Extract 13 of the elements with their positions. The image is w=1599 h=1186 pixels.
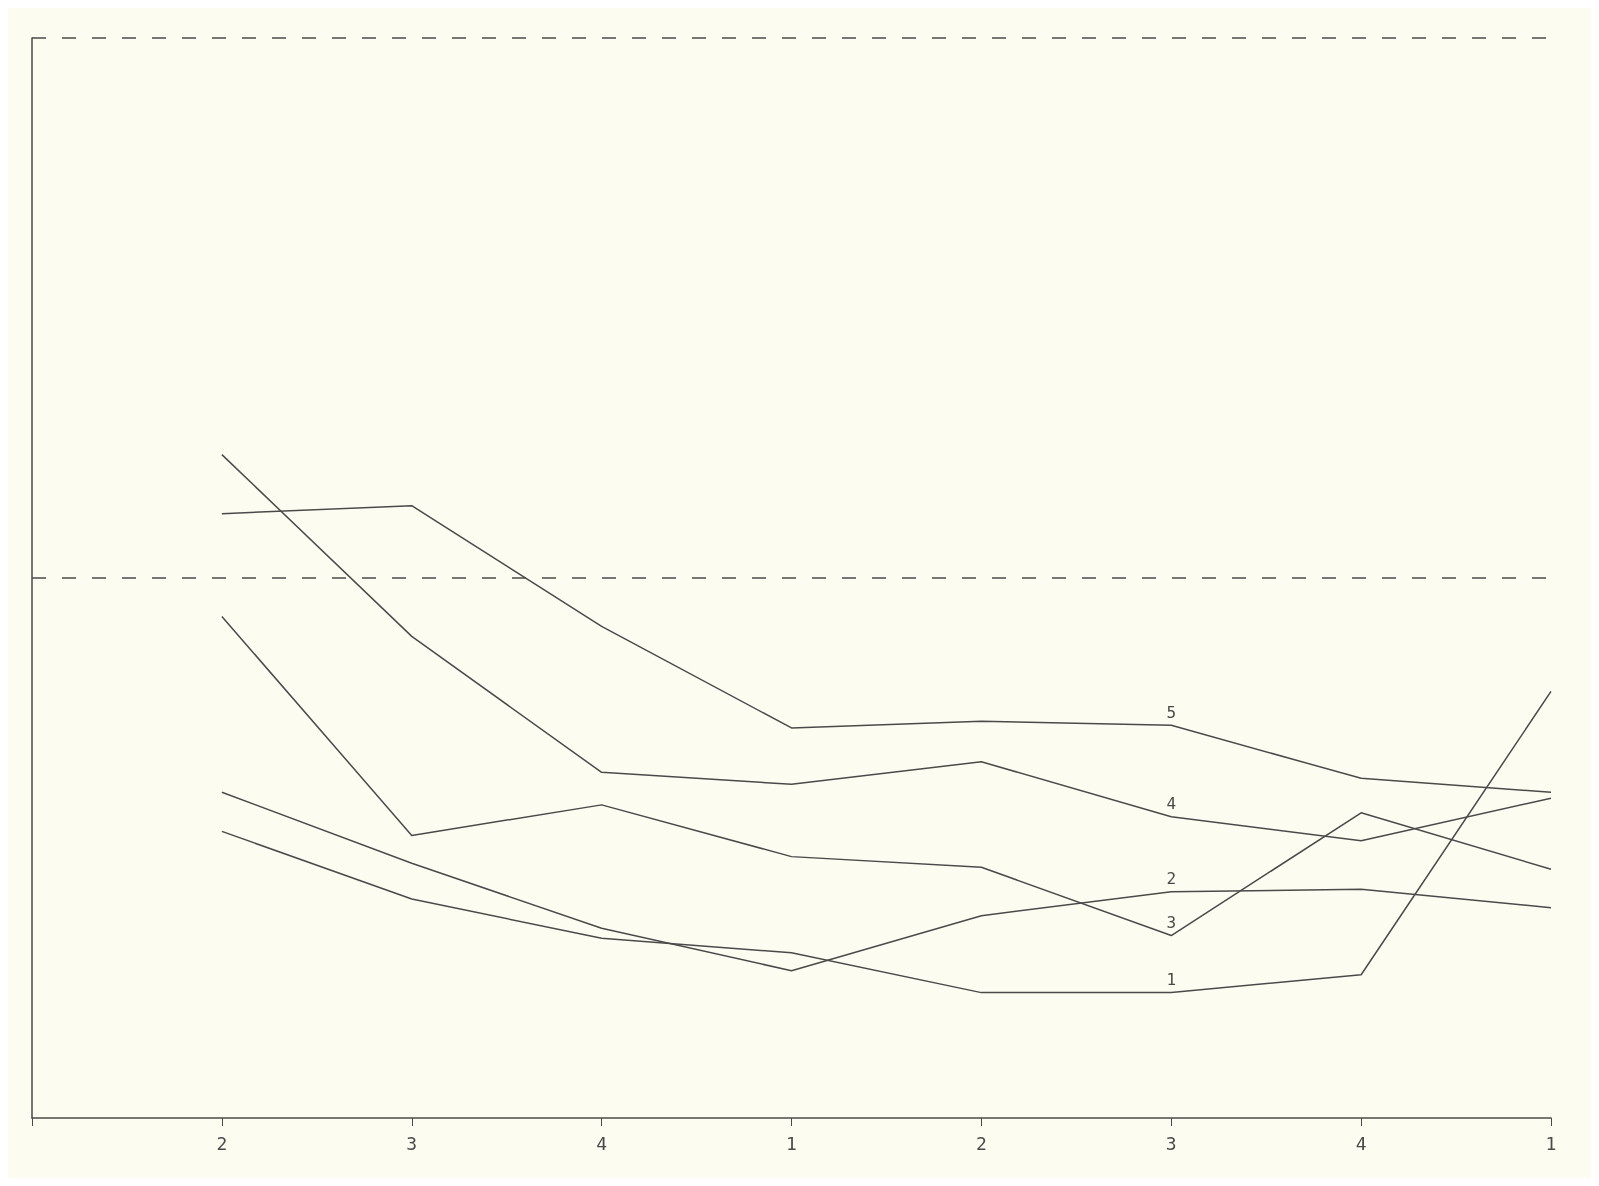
series-label: 4 [1166, 794, 1177, 814]
series-label: 1 [1166, 970, 1177, 990]
x-tick-label: 1 [786, 1132, 797, 1154]
x-tick-label: 4 [596, 1132, 608, 1154]
series-label: 3 [1166, 913, 1177, 933]
x-tick-label: 3 [406, 1132, 418, 1154]
x-tick-label: 1 [1545, 1132, 1557, 1154]
x-tick-label: 3 [1165, 1132, 1177, 1154]
x-tick-label: 2 [975, 1132, 987, 1154]
series-label: 2 [1166, 869, 1177, 889]
x-tick-label: 2 [216, 1132, 228, 1154]
x-tick-label: 4 [1355, 1132, 1367, 1154]
series-label: 5 [1166, 702, 1177, 722]
